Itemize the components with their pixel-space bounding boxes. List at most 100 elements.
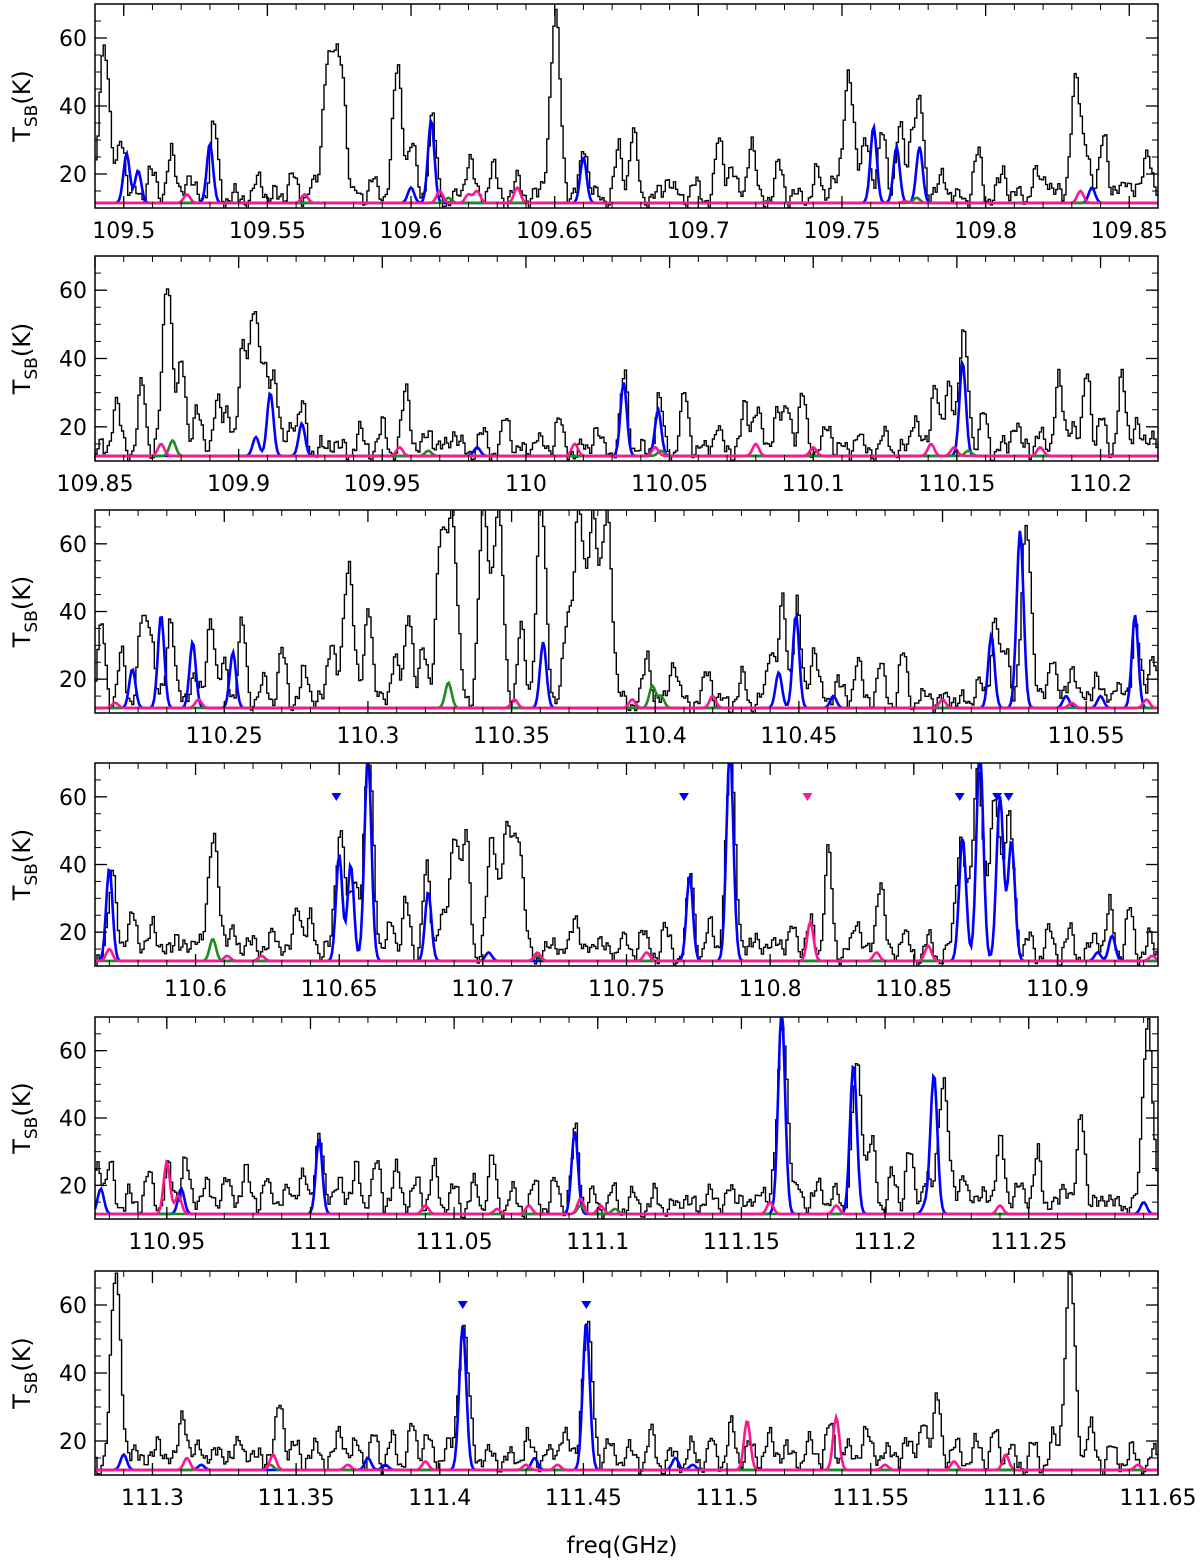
spectrum-panels: 109.5 109.55 109.6 109.65 109.7 109.75 109.8 10… — [8, 3, 1197, 1511]
line-marker-triangle — [678, 793, 689, 801]
x-tick-label: 111.05 — [416, 1230, 493, 1255]
observed-spectrum-line — [95, 510, 1158, 713]
x-tick-label: 110.35 — [473, 724, 550, 749]
x-tick-label: 109.8 — [954, 219, 1017, 244]
observed-spectrum-line — [95, 1018, 1158, 1219]
y-axis-title-subscript: SB — [22, 1117, 42, 1139]
y-axis-title-main: T — [8, 379, 36, 395]
y-tick-label: 60 — [59, 533, 87, 558]
x-tick-label: 109.6 — [380, 219, 443, 244]
y-tick-label: 20 — [59, 921, 87, 946]
line-marker-triangle — [457, 1301, 468, 1309]
y-axis-title: TSB(K) — [8, 1337, 42, 1410]
y-tick-label: 40 — [59, 854, 87, 879]
line-marker-triangle — [581, 1301, 592, 1309]
x-tick-label: 109.9 — [207, 472, 270, 497]
x-tick-label: 111.25 — [990, 1230, 1067, 1255]
x-tick-label: 111.4 — [408, 1486, 471, 1511]
model-magenta-line — [95, 694, 1158, 710]
line-marker-triangle — [1003, 793, 1014, 801]
y-tick-label: 60 — [59, 1040, 87, 1065]
y-axis-title-main: T — [8, 632, 36, 648]
x-tick-label: 111.15 — [703, 1230, 780, 1255]
x-tick-label: 110.1 — [782, 472, 845, 497]
y-axis-title-main: T — [8, 1139, 36, 1155]
x-tick-label: 111.65 — [1120, 1486, 1197, 1511]
x-tick-label: 110.2 — [1069, 472, 1132, 497]
x-tick-label: 109.75 — [803, 219, 880, 244]
model-magenta-line — [95, 1158, 1158, 1216]
x-tick-label: 109.5 — [92, 219, 155, 244]
plot-frame — [94, 509, 1159, 714]
plot-frame — [94, 1016, 1159, 1220]
panel-5: 110.95 111 111.05 111.1 111.15 111.2 111.25 20 4… — [8, 1016, 1159, 1255]
panel-3: 110.25 110.3 110.35 110.4 110.45 110.5 110.55 2… — [8, 509, 1159, 749]
x-tick-label: 110.05 — [631, 472, 708, 497]
x-tick-label: 110.45 — [760, 724, 837, 749]
x-tick-label: 109.85 — [1091, 219, 1168, 244]
plot-frame — [94, 255, 1159, 462]
model-blue-line — [95, 1017, 1158, 1216]
x-tick-label: 110.15 — [918, 472, 995, 497]
y-axis-title: TSB(K) — [8, 829, 42, 902]
y-tick-label: 60 — [59, 1294, 87, 1319]
x-tick-label: 111 — [289, 1230, 331, 1255]
y-axis-title-unit: (K) — [8, 576, 36, 610]
x-tick-label: 111.2 — [854, 1230, 917, 1255]
y-axis-title-subscript: SB — [22, 610, 42, 632]
model-blue-line — [95, 530, 1158, 710]
y-tick-label: 40 — [59, 1362, 87, 1387]
x-tick-label: 110.8 — [739, 977, 802, 1002]
x-tick-label: 111.3 — [121, 1486, 184, 1511]
panel-1: 109.5 109.55 109.6 109.65 109.7 109.75 109.8 10… — [8, 3, 1168, 244]
x-tick-label: 110.75 — [588, 977, 665, 1002]
x-tick-label: 110.7 — [451, 977, 514, 1002]
x-tick-label: 110.95 — [128, 1230, 205, 1255]
line-marker-triangle — [331, 793, 342, 801]
model-magenta-line — [95, 442, 1158, 458]
y-tick-label: 40 — [59, 1107, 87, 1132]
y-axis-title-unit: (K) — [8, 1337, 36, 1371]
panel-2: 109.85 109.9 109.95 110 110.05 110.1 110.15 110… — [8, 255, 1159, 497]
panel-6: 111.3 111.35 111.4 111.45 111.5 111.55 111.6 11… — [8, 1270, 1197, 1511]
y-axis-title-subscript: SB — [22, 1372, 42, 1394]
y-tick-label: 20 — [59, 1174, 87, 1199]
x-tick-label: 111.45 — [545, 1486, 622, 1511]
y-tick-label: 60 — [59, 786, 87, 811]
x-tick-label: 109.7 — [667, 219, 730, 244]
model-blue-line — [95, 763, 1158, 963]
y-tick-label: 40 — [59, 348, 87, 373]
x-axis-title: freq(GHz) — [567, 1533, 678, 1559]
y-tick-label: 40 — [59, 95, 87, 120]
y-axis-title-main: T — [8, 1394, 36, 1410]
y-axis-title-unit: (K) — [8, 829, 36, 863]
y-axis-title-main: T — [8, 127, 36, 143]
model-magenta-line — [95, 185, 1158, 205]
x-tick-label: 109.65 — [516, 219, 593, 244]
y-tick-label: 60 — [59, 279, 87, 304]
x-tick-label: 110.3 — [336, 724, 399, 749]
panel-4: 110.6 110.65 110.7 110.75 110.8 110.85 110.9 20… — [8, 762, 1159, 1002]
y-tick-label: 20 — [59, 1430, 87, 1455]
line-marker-triangle — [954, 793, 965, 801]
y-axis-title-unit: (K) — [8, 323, 36, 357]
x-tick-label: 110.4 — [624, 724, 687, 749]
y-axis-title: TSB(K) — [8, 323, 42, 396]
y-tick-label: 20 — [59, 163, 87, 188]
y-axis-title: TSB(K) — [8, 70, 42, 143]
observed-spectrum-line — [95, 8, 1158, 208]
x-tick-label: 111.55 — [832, 1486, 909, 1511]
y-axis-title-unit: (K) — [8, 70, 36, 104]
x-tick-label: 110.5 — [911, 724, 974, 749]
y-tick-label: 60 — [59, 27, 87, 52]
y-tick-label: 20 — [59, 416, 87, 441]
line-marker-triangle — [802, 793, 813, 801]
y-axis-title-main: T — [8, 885, 36, 901]
line-marker-triangle — [992, 793, 1003, 801]
y-axis-title: TSB(K) — [8, 576, 42, 649]
x-tick-label: 109.95 — [344, 472, 421, 497]
x-tick-label: 110.85 — [875, 977, 952, 1002]
y-axis-title-subscript: SB — [22, 863, 42, 885]
y-tick-label: 40 — [59, 601, 87, 626]
